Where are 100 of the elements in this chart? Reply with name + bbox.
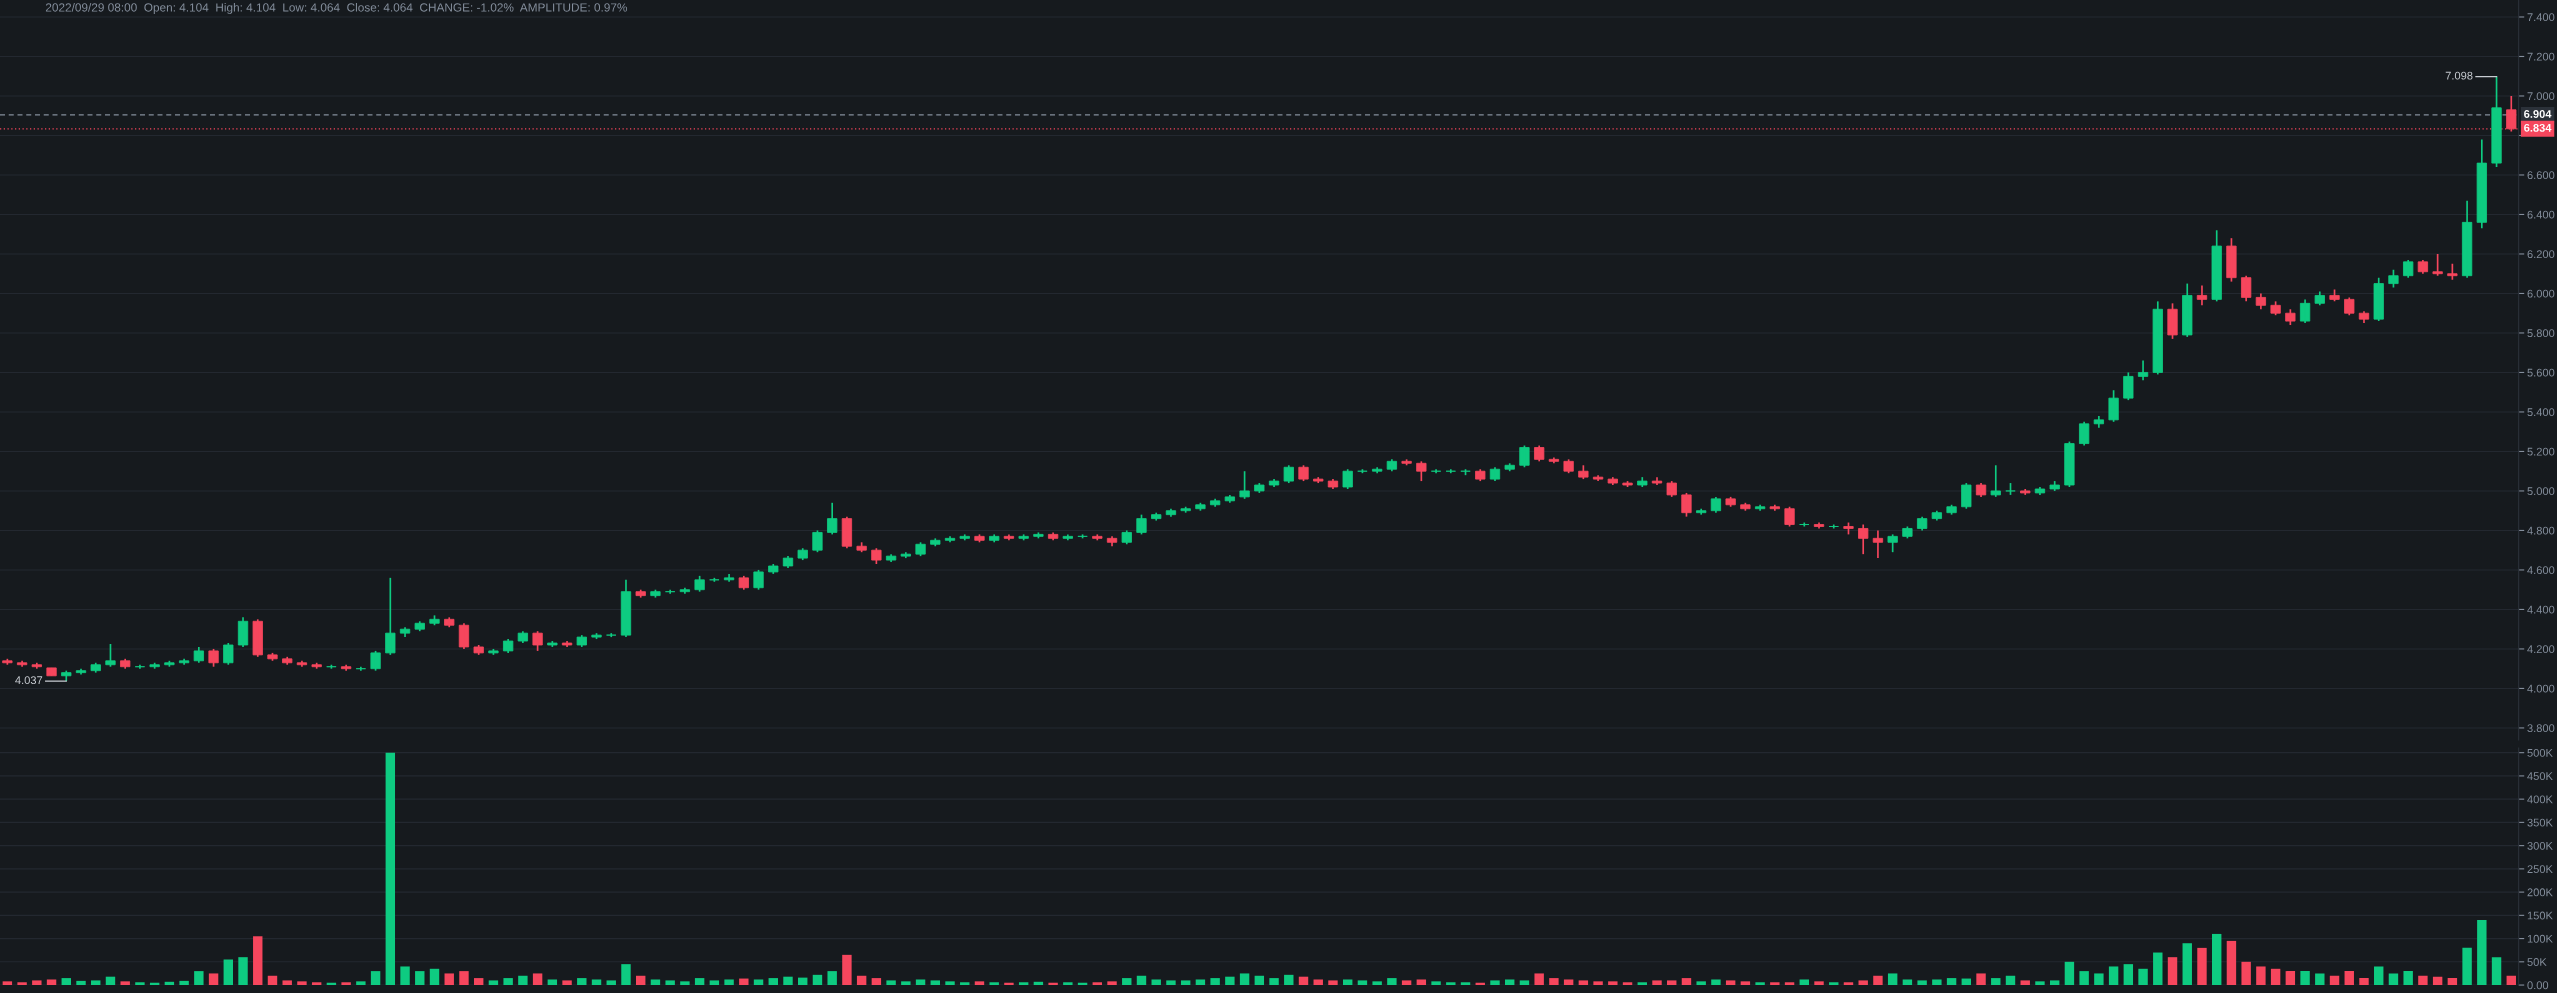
bar	[532, 973, 543, 986]
candlestick	[1136, 513, 1147, 536]
candlestick	[1931, 509, 1942, 522]
bar	[518, 975, 528, 986]
bar	[1180, 980, 1191, 986]
candlestick	[1784, 505, 1795, 528]
candlestick	[2123, 371, 2134, 401]
bar	[2035, 981, 2045, 986]
bar	[17, 982, 27, 986]
bar	[1637, 982, 1647, 986]
y-tick-label: 6.600	[2527, 171, 2555, 180]
bar	[1401, 980, 1412, 986]
candlestick	[1696, 507, 1707, 516]
bar	[135, 982, 145, 986]
y-tick-label: 5.800	[2527, 329, 2555, 338]
bar	[61, 978, 71, 986]
bar	[46, 979, 57, 986]
bar	[1740, 981, 1751, 986]
y-tick-label: 5.600	[2527, 368, 2555, 377]
bar	[2064, 961, 2075, 986]
candlestick	[2226, 237, 2237, 283]
candlestick	[561, 640, 573, 648]
y-tick-label: 0.00	[2527, 981, 2549, 990]
y-tick-label: 6.000	[2527, 289, 2555, 298]
bar	[1166, 980, 1176, 986]
bar	[2329, 975, 2340, 986]
bar	[2079, 971, 2089, 986]
bar	[680, 981, 690, 986]
bar	[930, 980, 940, 986]
candlestick	[1504, 462, 1515, 473]
candlestick	[473, 644, 484, 656]
bar	[709, 980, 720, 986]
candlestick	[635, 588, 646, 599]
y-tick-label: 7.400	[2527, 13, 2555, 22]
y-tick-label: 4.800	[2527, 526, 2555, 535]
candlestick	[1430, 468, 1442, 475]
y-tick-label: 4.200	[2527, 645, 2555, 654]
bar	[2094, 973, 2104, 986]
bar	[974, 981, 985, 986]
bar	[1416, 979, 1427, 986]
bar	[2359, 978, 2369, 986]
bar	[1210, 978, 1220, 986]
bar	[444, 973, 454, 986]
y-tick-label: 200K	[2527, 888, 2553, 897]
bar	[370, 971, 381, 986]
candlestick	[2108, 389, 2119, 423]
candlestick	[2064, 440, 2075, 488]
bar	[2226, 940, 2237, 986]
bar	[724, 979, 734, 986]
y-tick-label: 5.000	[2527, 487, 2555, 496]
bar	[1681, 978, 1692, 986]
bar	[1784, 982, 1795, 986]
bar	[827, 971, 837, 986]
bar	[1269, 978, 1279, 986]
bar	[2, 981, 13, 986]
candlestick	[61, 669, 72, 682]
candlestick	[1637, 476, 1648, 488]
bar	[1151, 979, 1161, 986]
candlestick	[193, 646, 204, 664]
candlestick	[31, 661, 42, 670]
y-tick-label: 5.400	[2527, 408, 2555, 417]
candlestick	[900, 551, 911, 559]
candlestick	[1180, 505, 1191, 514]
candlestick	[1592, 474, 1604, 482]
bar	[1829, 982, 1839, 986]
candlestick	[2344, 296, 2355, 317]
bar	[650, 979, 661, 986]
candlestick	[355, 665, 366, 672]
bar	[2491, 957, 2502, 986]
bar	[945, 981, 955, 986]
y-tick-label: 4.000	[2527, 684, 2555, 693]
candlestick	[1666, 480, 1677, 498]
bar	[400, 966, 410, 986]
y-tick-label: 4.400	[2527, 605, 2555, 614]
candlestick	[930, 537, 941, 548]
bar	[1652, 980, 1662, 986]
bar	[1755, 982, 1765, 986]
bar	[223, 959, 234, 986]
bar	[1490, 980, 1500, 986]
bar	[1018, 982, 1029, 986]
candlestick	[1651, 476, 1663, 486]
bar	[915, 979, 926, 986]
bar	[1593, 981, 1603, 986]
bar	[960, 982, 970, 986]
candlestick	[2020, 488, 2031, 496]
bar	[238, 957, 248, 986]
bar	[1902, 979, 1913, 986]
candlestick	[2167, 302, 2178, 340]
candlestick	[1121, 529, 1132, 546]
candlestick	[1961, 482, 1972, 510]
y-tick-label: 7.000	[2527, 92, 2555, 101]
bar	[341, 982, 351, 986]
y-tick-label: 450K	[2527, 772, 2553, 781]
bar	[1387, 978, 1397, 986]
bar	[1946, 978, 1957, 986]
bar	[415, 971, 425, 986]
bar	[856, 975, 867, 986]
bar	[2506, 975, 2516, 986]
bar	[267, 975, 278, 986]
candlestick	[90, 661, 101, 674]
